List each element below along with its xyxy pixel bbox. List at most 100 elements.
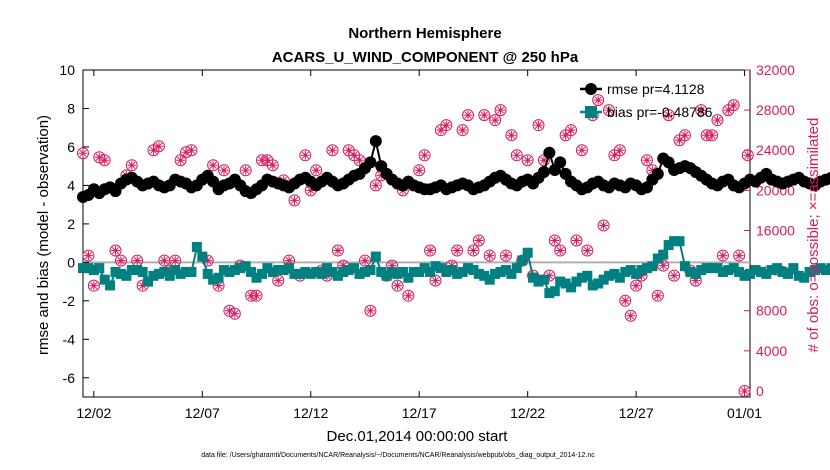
bias-point xyxy=(647,261,658,272)
obs-assimilated-point xyxy=(306,185,316,195)
y-tick-label: 8 xyxy=(67,100,75,116)
obs-possible-point xyxy=(369,179,382,192)
bias-point xyxy=(311,266,322,277)
bias-point xyxy=(343,265,354,276)
x-axis-label: Dec.01,2014 00:00:00 start xyxy=(327,428,509,445)
bias-point xyxy=(446,265,457,276)
obs-assimilated-point xyxy=(311,165,321,175)
obs-possible-point xyxy=(402,289,415,302)
x-tick-label: 12/27 xyxy=(619,405,654,421)
bias-point xyxy=(202,268,213,279)
obs-possible-point xyxy=(668,269,681,282)
obs-possible-point xyxy=(738,384,751,397)
bias-point xyxy=(218,265,229,276)
obs-possible-point xyxy=(678,129,691,142)
obs-assimilated-point xyxy=(485,251,495,261)
obs-assimilated-point xyxy=(252,291,262,301)
bias-point xyxy=(636,265,647,276)
obs-assimilated-point xyxy=(691,276,701,286)
bias-point xyxy=(652,253,663,264)
bias-point xyxy=(609,268,620,279)
obs-possible-point xyxy=(331,244,344,257)
bias-point xyxy=(262,263,273,274)
obs-possible-point xyxy=(440,119,453,132)
obs-assimilated-point xyxy=(289,195,299,205)
obs-assimilated-point xyxy=(555,246,565,256)
bias-point xyxy=(500,265,511,276)
y-tick-label: 4 xyxy=(67,177,75,193)
obs-assimilated-point xyxy=(138,281,148,291)
data-file-footnote: data file: /Users/gharamti/Documents/NCA… xyxy=(201,452,595,459)
bias-point xyxy=(701,263,712,274)
obs-assimilated-point xyxy=(653,291,663,301)
obs-assimilated-point xyxy=(365,306,375,316)
y2-axis-label: # of obs: o=possible; ×=assimilated xyxy=(805,118,822,353)
obs-possible-point xyxy=(624,309,637,322)
obs-assimilated-point xyxy=(403,291,413,301)
obs-possible-point xyxy=(499,249,512,262)
bias-point xyxy=(663,240,674,251)
bias-point xyxy=(631,268,642,279)
bias-point xyxy=(197,251,208,262)
obs-assimilated-point xyxy=(430,276,440,286)
obs-assimilated-point xyxy=(550,236,560,246)
obs-possible-point xyxy=(570,234,583,247)
bias-point xyxy=(175,268,186,279)
x-tick-label: 12/17 xyxy=(402,405,437,421)
obs-possible-point xyxy=(727,99,740,112)
bias-point xyxy=(549,286,560,297)
obs-possible-point xyxy=(619,294,632,307)
obs-possible-point xyxy=(521,154,534,167)
bias-point xyxy=(761,268,772,279)
bias-point xyxy=(484,274,495,285)
obs-assimilated-point xyxy=(170,256,180,266)
bias-point xyxy=(376,266,387,277)
obs-assimilated-point xyxy=(620,296,630,306)
obs-assimilated-point xyxy=(718,251,728,261)
bias-point xyxy=(755,266,766,277)
obs-assimilated-point xyxy=(436,125,446,135)
y-tick-label: 10 xyxy=(59,62,75,78)
bias-point xyxy=(208,274,219,285)
bias-point xyxy=(788,263,799,274)
bias-point xyxy=(267,266,278,277)
obs-assimilated-point xyxy=(479,110,489,120)
bias-point xyxy=(224,266,235,277)
obs-assimilated-point xyxy=(647,165,657,175)
obs-assimilated-point xyxy=(230,309,240,319)
bias-point xyxy=(338,266,349,277)
bias-point xyxy=(490,268,501,279)
bias-point xyxy=(679,261,690,272)
obs-assimilated-point xyxy=(154,141,164,151)
bias-point xyxy=(289,268,300,279)
bias-point xyxy=(235,263,246,274)
bias-point xyxy=(213,272,224,283)
bias-point xyxy=(408,266,419,277)
obs-assimilated-point xyxy=(696,105,706,115)
obs-possible-point xyxy=(272,274,285,287)
bias-point xyxy=(750,265,761,276)
bias-point xyxy=(240,261,251,272)
obs-possible-point xyxy=(207,159,220,172)
bias-point xyxy=(397,266,408,277)
bias-point xyxy=(712,263,723,274)
bias-point xyxy=(419,263,430,274)
obs-assimilated-point xyxy=(626,311,636,321)
obs-assimilated-point xyxy=(593,95,603,105)
obs-possible-point xyxy=(424,244,437,257)
rmse-point xyxy=(651,167,664,180)
bias-point xyxy=(246,266,257,277)
obs-assimilated-point xyxy=(78,148,88,158)
obs-possible-point xyxy=(250,289,263,302)
obs-assimilated-point xyxy=(241,165,251,175)
bias-point xyxy=(115,268,126,279)
obs-assimilated-point xyxy=(734,251,744,261)
bias-point xyxy=(555,276,566,287)
bias-point xyxy=(126,265,137,276)
obs-assimilated-point xyxy=(338,261,348,271)
obs-assimilated-point xyxy=(740,386,750,396)
bias-point xyxy=(414,266,425,277)
x-tick-label: 12/02 xyxy=(76,405,111,421)
obs-possible-point xyxy=(741,149,754,162)
obs-possible-point xyxy=(266,159,279,172)
